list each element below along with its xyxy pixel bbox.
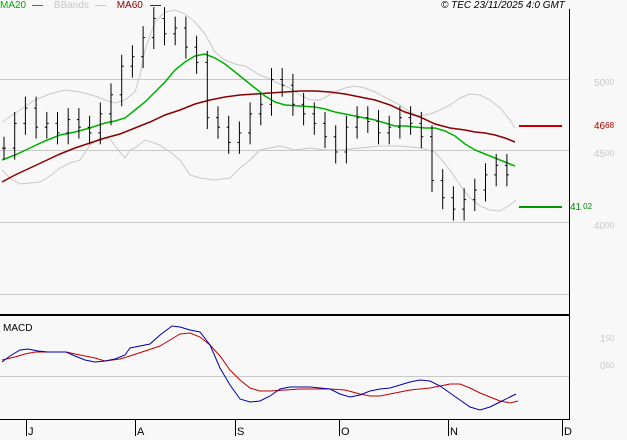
copyright-text: © TEC 23/11/2025 4:0 GMT [441, 0, 565, 11]
bbands-upper-line [1, 9, 516, 129]
legend-ma60-swatch [149, 4, 161, 6]
bbands-lower-line [1, 137, 517, 212]
price-axis-label-40: 4000 [594, 221, 615, 232]
month-label-nov: N [450, 426, 458, 438]
macd-title: MACD [3, 323, 33, 334]
legend-ma60: MA60 [117, 0, 161, 12]
macd-line [1, 325, 517, 411]
ma20-line [1, 53, 516, 167]
chart-legend: MA20 BBands MA60 [0, 0, 165, 12]
price-gridlines [0, 79, 569, 295]
legend-ma20-swatch [32, 4, 44, 6]
month-label-aug: A [137, 426, 145, 438]
month-label-oct: O [341, 426, 350, 438]
resistance-label: 4668 [594, 121, 615, 132]
month-label-dec: D [564, 426, 572, 438]
support-label: 41 02 [570, 202, 593, 213]
macd-axis-label-1.50: 150 [600, 334, 615, 345]
price-axis-label-50: 5000 [594, 78, 615, 89]
legend-bbands: BBands [54, 0, 106, 12]
price-axis-label-45: 4500 [594, 149, 615, 160]
macd-axis-label-0.50: 050 [600, 361, 615, 372]
legend-ma60-label: MA60 [116, 0, 143, 11]
legend-ma20-label: MA20 [0, 0, 27, 11]
month-label-sep: S [237, 426, 245, 438]
legend-bbands-label: BBands [53, 0, 89, 11]
macd-signal-line [1, 332, 519, 404]
legend-ma20: MA20 [0, 0, 44, 12]
month-label-jul: J [28, 426, 34, 438]
legend-bbands-swatch [94, 4, 106, 6]
price-bars [2, 7, 509, 221]
month-ticks [26, 420, 563, 436]
